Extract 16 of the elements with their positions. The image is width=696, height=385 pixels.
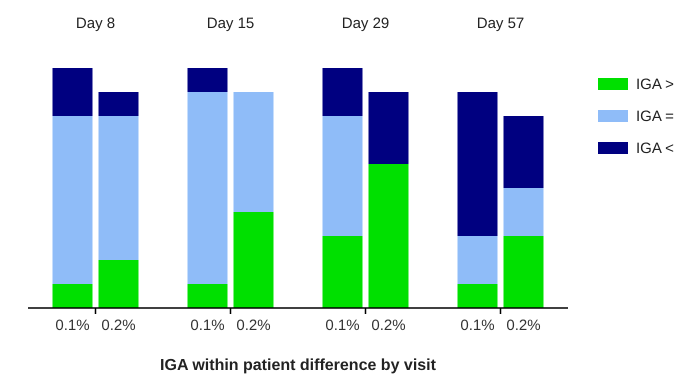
text: Day 15 — [206, 15, 254, 32]
x-tick-label: 0.1% — [55, 317, 90, 334]
x-tick-label: 0.2% — [371, 317, 406, 334]
text: Day 8 — [76, 15, 116, 32]
text: Day 29 — [342, 15, 390, 32]
x-tick-label: 0.2% — [506, 317, 541, 334]
x-tick-label: 0.2% — [101, 317, 136, 334]
legend-label: IGA < — [636, 140, 674, 157]
x-tick-label: 0.1% — [325, 317, 360, 334]
legend-label: IGA > — [636, 76, 674, 93]
x-tick-label: 0.1% — [460, 317, 495, 334]
x-tick-label: 0.2% — [236, 317, 271, 334]
legend-label: IGA = — [636, 108, 674, 125]
x-tick-label: 0.1% — [190, 317, 225, 334]
text: Day 57 — [476, 15, 524, 32]
x-axis-title: IGA within patient difference by visit — [160, 357, 437, 374]
